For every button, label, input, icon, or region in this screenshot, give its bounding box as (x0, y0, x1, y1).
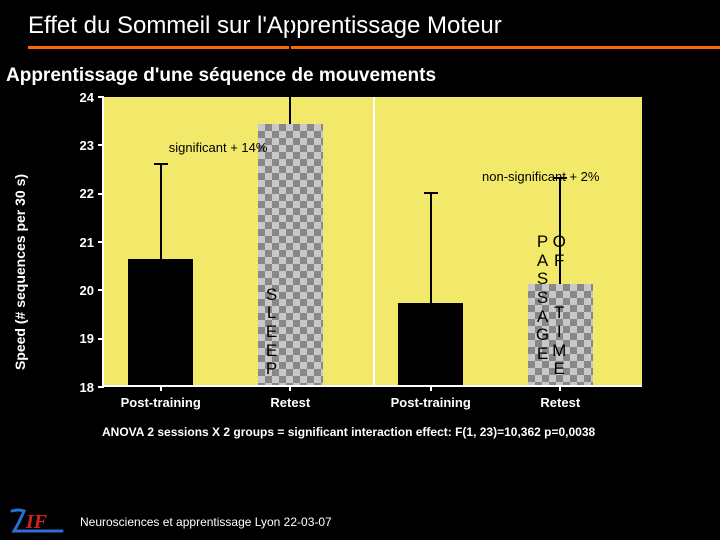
bar-label-passage: PASSAGEOF TIME (536, 233, 566, 379)
y-tick-label: 23 (80, 138, 94, 153)
y-tick-label: 19 (80, 331, 94, 346)
y-tick-mark (98, 96, 104, 98)
footer-text: Neurosciences et apprentissage Lyon 22-0… (80, 515, 332, 529)
x-tick-mark (289, 385, 291, 391)
page-title: Effet du Sommeil sur l'Apprentissage Mot… (28, 12, 720, 40)
bar-label-sleep: SLEEP (266, 286, 277, 379)
error-bar (160, 163, 162, 260)
x-tick-label: Retest (270, 395, 310, 410)
y-tick-mark (98, 289, 104, 291)
y-tick-label: 22 (80, 186, 94, 201)
y-tick-mark (98, 386, 104, 388)
y-tick-label: 24 (80, 90, 94, 105)
error-bar (430, 192, 432, 303)
brace-left-text: significant + 14% (169, 140, 268, 155)
y-tick-mark (98, 241, 104, 243)
logo: IF (10, 507, 64, 537)
brace-left: significant + 14% (169, 140, 268, 155)
brace-right: non-significant + 2% (482, 169, 599, 184)
bar (128, 259, 193, 385)
svg-text:IF: IF (25, 511, 48, 533)
y-tick-mark (98, 338, 104, 340)
error-bar (289, 18, 291, 124)
bar (398, 303, 463, 385)
x-tick-mark (430, 385, 432, 391)
title-underline (28, 46, 720, 49)
x-tick-label: Post-training (391, 395, 471, 410)
x-tick-mark (160, 385, 162, 391)
y-tick-mark (98, 144, 104, 146)
subtitle: Apprentissage d'une séquence de mouvemen… (0, 55, 720, 91)
x-tick-label: Retest (540, 395, 580, 410)
y-tick-mark (98, 193, 104, 195)
plot-divider (373, 97, 375, 385)
y-tick-label: 21 (80, 235, 94, 250)
brace-right-text: non-significant + 2% (482, 169, 599, 184)
x-tick-label: Post-training (121, 395, 201, 410)
footer: IF Neurosciences et apprentissage Lyon 2… (0, 504, 720, 540)
anova-caption: ANOVA 2 sessions X 2 groups = significan… (102, 425, 595, 439)
y-axis-label: Speed (# sequences per 30 s) (12, 174, 28, 370)
plot-area: 18192021222324Post-trainingRetestPost-tr… (102, 97, 642, 387)
y-tick-label: 20 (80, 283, 94, 298)
chart: Speed (# sequences per 30 s) 18192021222… (70, 97, 670, 447)
y-tick-label: 18 (80, 380, 94, 395)
x-tick-mark (559, 385, 561, 391)
